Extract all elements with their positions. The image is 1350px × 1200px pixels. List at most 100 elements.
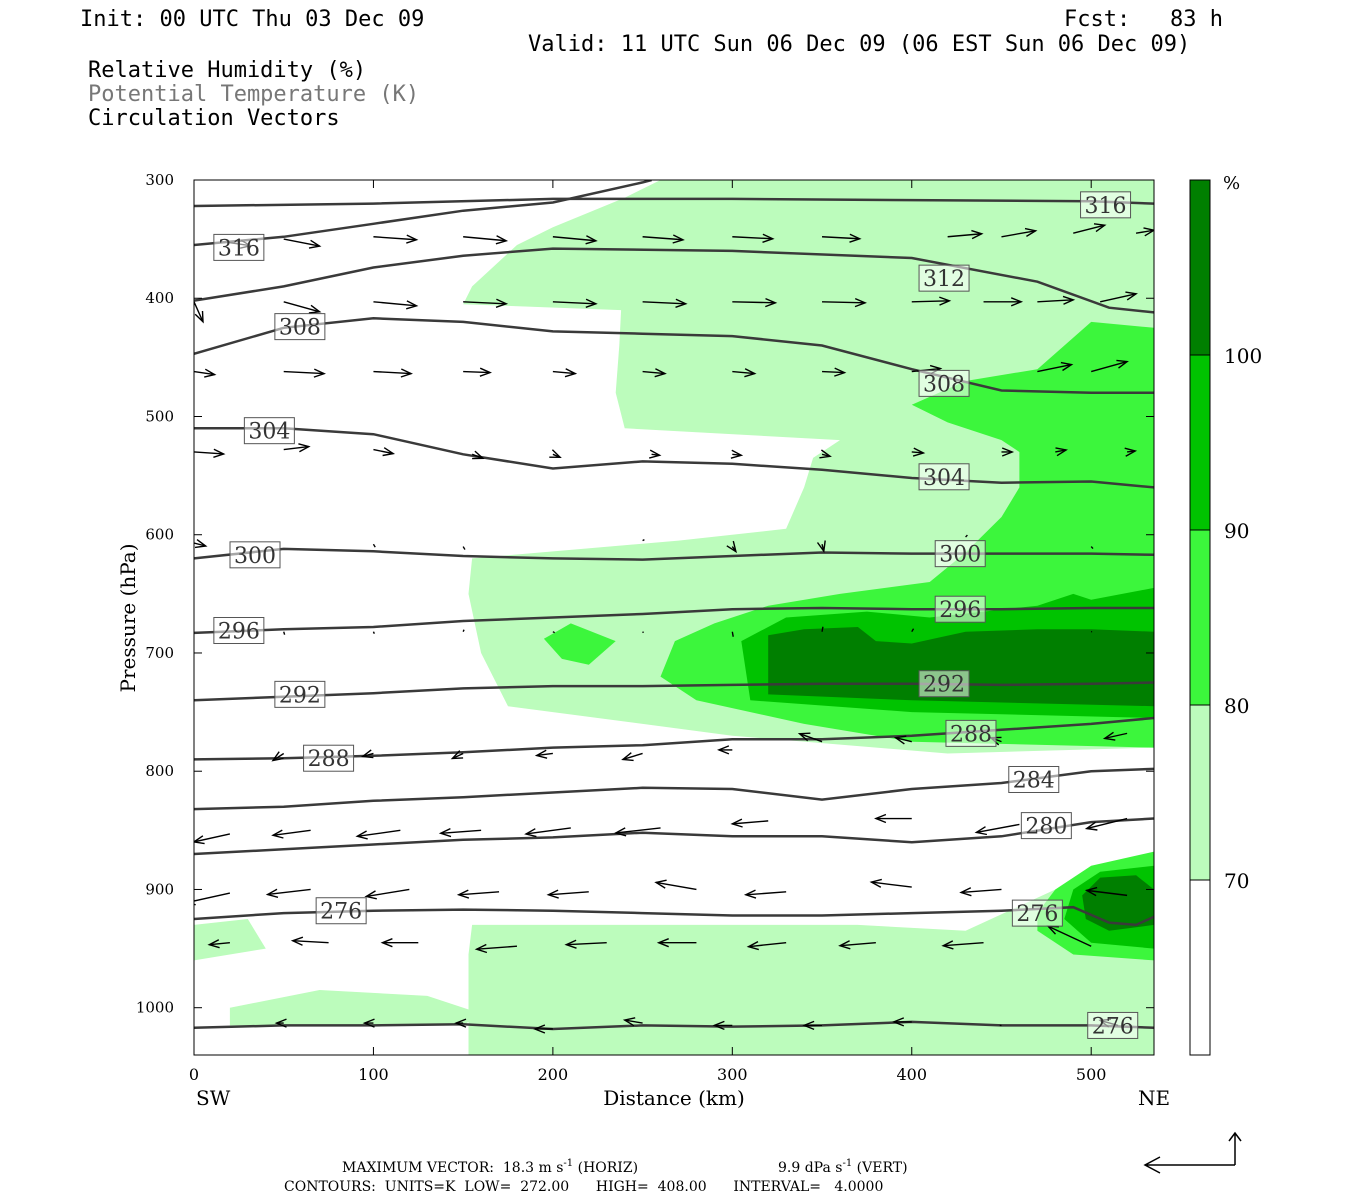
valid-time: Valid: 11 UTC Sun 06 Dec 09 (06 EST Sun …	[528, 32, 1190, 57]
circulation-vector	[621, 752, 643, 762]
theta-label-text: 276	[320, 900, 362, 925]
circulation-vector	[819, 449, 832, 459]
circulation-vector	[283, 368, 326, 378]
circulation-vector	[463, 298, 509, 308]
circulation-vector	[471, 450, 485, 460]
circulation-vector	[362, 1018, 375, 1028]
circulation-vector	[373, 447, 396, 457]
circulation-vector	[463, 235, 509, 245]
y-tick-label: 500	[145, 407, 174, 425]
colorbar-unit: %	[1223, 173, 1240, 194]
theta-label: 308	[274, 313, 326, 341]
circulation-vector	[372, 543, 376, 548]
circulation-vector	[283, 238, 322, 249]
circulation-vector	[869, 878, 912, 888]
theta-label: 304	[918, 463, 970, 491]
theta-label: 308	[918, 369, 970, 397]
theta-label-text: 292	[923, 673, 965, 698]
circulation-vector	[654, 879, 697, 891]
circulation-vector	[891, 1017, 912, 1027]
rh-region-70	[194, 919, 266, 961]
circulation-vector	[642, 539, 645, 542]
x-axis-label: Distance (km)	[603, 1086, 745, 1110]
circulation-vector	[965, 534, 968, 538]
theta-label: 292	[274, 680, 326, 708]
colorbar-label: 100	[1224, 344, 1262, 368]
theta-labels: 316 316 312 308 308 304 304 300 300 296 296 292 292 2…	[213, 191, 1139, 1039]
circulation-vector	[194, 301, 204, 324]
circulation-vector	[1084, 886, 1128, 897]
circulation-vector	[456, 889, 500, 899]
circulation-vector	[194, 539, 208, 549]
x-tick-label: 300	[717, 1065, 748, 1084]
circulation-vector	[802, 1020, 823, 1031]
circulation-vector	[271, 751, 285, 762]
circulation-vector	[364, 888, 410, 900]
circulation-vector	[822, 233, 862, 243]
circulation-vector	[194, 892, 231, 906]
plot-frame	[193, 179, 1155, 1056]
circulation-vector	[642, 631, 645, 634]
theta-label: 292	[918, 670, 970, 698]
theta-contour	[194, 681, 1154, 702]
circulation-vector	[265, 888, 311, 898]
circulation-vector	[822, 367, 847, 377]
theta-label: 276	[1087, 1011, 1139, 1039]
circulation-vector	[717, 745, 733, 755]
circulation-vector	[746, 940, 787, 951]
x-axis-left-end: SW	[196, 1086, 231, 1110]
theta-label: 300	[934, 540, 986, 568]
circulation-vector	[438, 827, 482, 838]
colorbar-band	[1190, 705, 1210, 880]
circulation-vector	[462, 629, 465, 632]
circulation-vector	[911, 628, 915, 633]
theta-label-text: 300	[234, 544, 276, 569]
x-tick-label: 200	[538, 1065, 569, 1084]
theta-label-text: 316	[1085, 194, 1127, 219]
circulation-vector	[462, 546, 466, 550]
theta-label: 304	[243, 417, 295, 445]
colorbar-band	[1190, 180, 1210, 355]
circulation-vector	[274, 1018, 287, 1028]
circulation-vector	[726, 540, 738, 554]
circulation-vector	[283, 301, 322, 314]
theta-label: 280	[1020, 812, 1072, 840]
theta-label: 288	[303, 744, 355, 772]
circulation-vector	[549, 449, 562, 459]
circulation-vector	[194, 368, 217, 378]
theta-label: 316	[1080, 191, 1132, 219]
y-tick-label: 600	[145, 526, 174, 544]
circulation-vector	[642, 298, 688, 308]
theta-contour	[194, 817, 1154, 856]
circulation-vector	[271, 829, 311, 839]
circulation-vector	[373, 300, 419, 310]
circulation-vector	[194, 448, 226, 458]
circulation-vector	[1037, 295, 1076, 305]
circulation-vector	[1001, 227, 1038, 238]
circulation-vector	[642, 234, 685, 244]
theta-label-text: 300	[939, 543, 981, 568]
theta-label-text: 288	[308, 747, 350, 772]
field-title-rh: Relative Humidity (%)	[88, 58, 366, 83]
circulation-vector	[360, 749, 374, 759]
theta-label: 312	[918, 264, 970, 292]
circulation-vector	[1100, 291, 1138, 303]
circulation-vector	[712, 1020, 733, 1031]
theta-label-text: 276	[1016, 902, 1058, 927]
y-tick-label: 800	[145, 762, 174, 780]
circulation-vector	[1084, 817, 1128, 831]
circulation-vector	[552, 368, 578, 378]
circulation-vector	[207, 939, 230, 949]
circulation-vector	[552, 298, 598, 308]
circulation-vector	[546, 889, 589, 899]
circulation-vector	[732, 368, 757, 378]
y-tick-label: 300	[145, 171, 174, 189]
circulation-vector	[380, 938, 419, 948]
circulation-vector	[656, 938, 697, 948]
colorbar-band	[1190, 880, 1210, 1055]
circulation-vector	[533, 1024, 553, 1034]
theta-contours	[194, 180, 1154, 1031]
circulation-vector	[797, 732, 823, 743]
circulation-vector	[290, 936, 329, 946]
theta-contour	[194, 547, 1154, 561]
